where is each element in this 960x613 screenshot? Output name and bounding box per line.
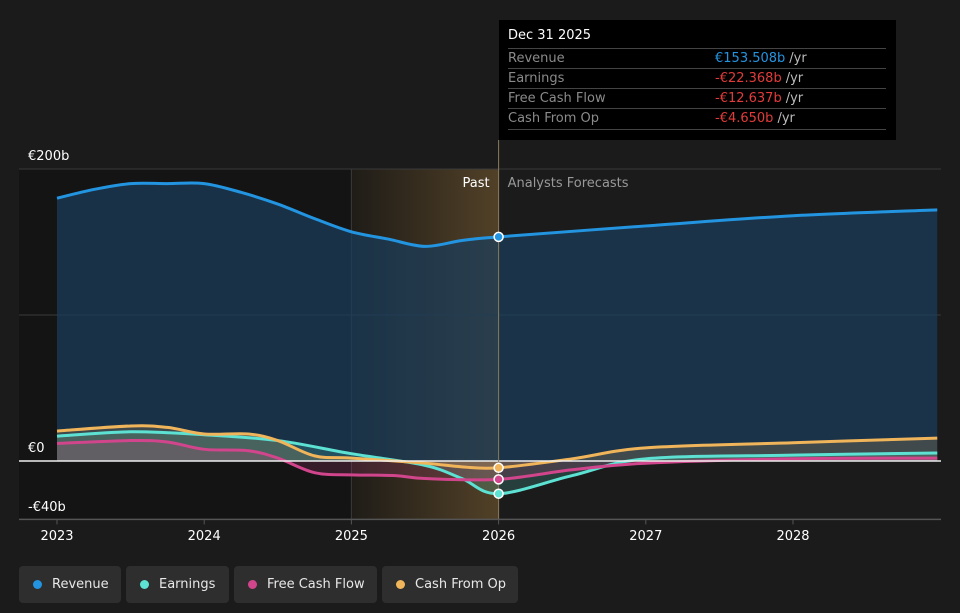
x-tick-label: 2023 bbox=[40, 529, 73, 544]
unit: /yr bbox=[785, 91, 804, 106]
fcf-dot-icon bbox=[248, 580, 257, 589]
y-tick-label: -€40b bbox=[28, 500, 66, 515]
legend-revenue[interactable]: Revenue bbox=[19, 566, 121, 603]
x-tick-label: 2024 bbox=[188, 529, 221, 544]
unit: /yr bbox=[789, 51, 807, 66]
tooltip-row-cfo: Cash From Op -€4.650b/yr bbox=[508, 108, 886, 129]
unit: /yr bbox=[777, 111, 795, 126]
legend-cash-from-op[interactable]: Cash From Op bbox=[382, 566, 518, 603]
revenue-area bbox=[57, 182, 938, 461]
legend-label: Free Cash Flow bbox=[267, 577, 365, 592]
cfo-dot-icon bbox=[396, 580, 405, 589]
tooltip-label: Free Cash Flow bbox=[508, 91, 606, 106]
y-tick-label: €200b bbox=[28, 149, 69, 164]
cash-from-op-point bbox=[493, 462, 504, 474]
x-tick-label: 2026 bbox=[482, 529, 515, 544]
tooltip-label: Cash From Op bbox=[508, 111, 600, 126]
tooltip: Dec 31 2025 Revenue €153.508b/yr Earning… bbox=[499, 20, 896, 140]
unit: /yr bbox=[785, 71, 804, 86]
free-cash-flow-point bbox=[493, 474, 504, 485]
revenue-value: €153.508b bbox=[715, 51, 786, 66]
x-tick-label: 2028 bbox=[776, 529, 809, 544]
tooltip-label: Earnings bbox=[508, 71, 565, 86]
x-tick-label: 2027 bbox=[629, 529, 662, 544]
tooltip-row-revenue: Revenue €153.508b/yr bbox=[508, 48, 886, 69]
legend-label: Cash From Op bbox=[415, 577, 507, 592]
earnings-point bbox=[493, 488, 504, 499]
y-tick-label: €0 bbox=[28, 441, 45, 456]
earnings-value: -€22.368b bbox=[715, 71, 782, 86]
free-cash-flow-line bbox=[56, 438, 938, 482]
legend-label: Earnings bbox=[159, 577, 216, 592]
earnings-dot-icon bbox=[140, 580, 149, 589]
revenue-line bbox=[56, 181, 938, 248]
tooltip-value: -€4.650b/yr bbox=[715, 111, 795, 126]
revenue-point bbox=[493, 231, 504, 243]
tooltip-value: -€12.637b/yr bbox=[715, 91, 803, 106]
tooltip-row-fcf: Free Cash Flow -€12.637b/yr bbox=[508, 88, 886, 109]
cfo-value: -€4.650b bbox=[715, 111, 774, 126]
revenue-dot-icon bbox=[33, 580, 42, 589]
forecast-label: Analysts Forecasts bbox=[508, 176, 629, 191]
legend-label: Revenue bbox=[52, 577, 109, 592]
fcf-value: -€12.637b bbox=[715, 91, 782, 106]
legend-free-cash-flow[interactable]: Free Cash Flow bbox=[234, 566, 377, 603]
tooltip-row-earnings: Earnings -€22.368b/yr bbox=[508, 68, 886, 89]
legend-earnings[interactable]: Earnings bbox=[126, 566, 229, 603]
earnings-area bbox=[57, 431, 938, 494]
tooltip-label: Revenue bbox=[508, 51, 565, 66]
tooltip-value: -€22.368b/yr bbox=[715, 71, 803, 86]
tooltip-value: €153.508b/yr bbox=[715, 51, 807, 66]
past-label: Past bbox=[463, 176, 490, 191]
tooltip-date: Dec 31 2025 bbox=[508, 28, 592, 43]
x-tick-label: 2025 bbox=[335, 529, 368, 544]
